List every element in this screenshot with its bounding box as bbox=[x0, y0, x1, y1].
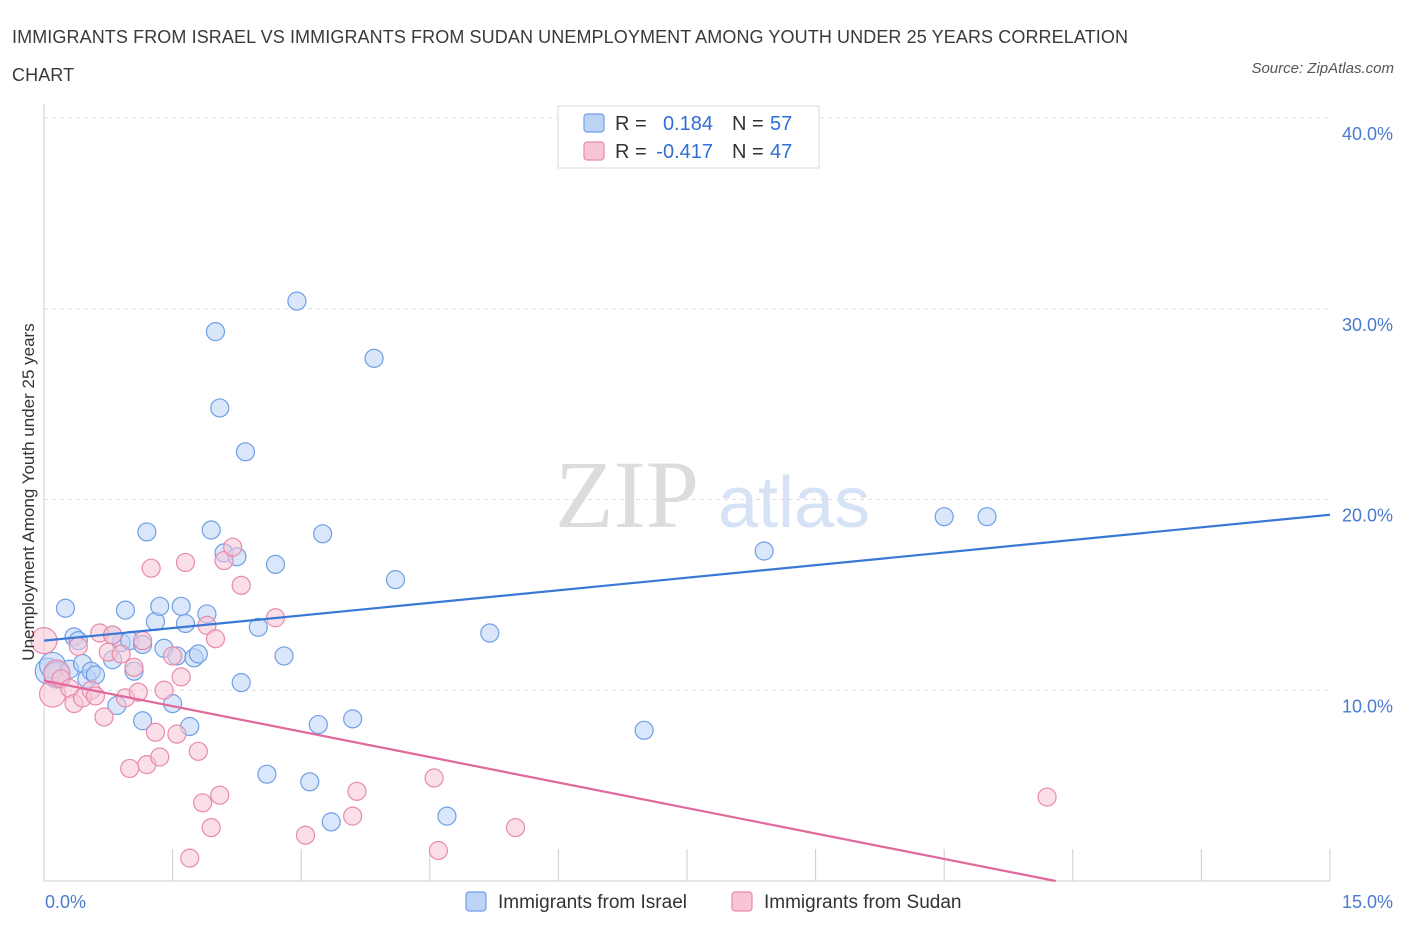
y-axis-label: Unemployment Among Youth under 25 years bbox=[19, 323, 38, 660]
point-sudan-36 bbox=[223, 537, 243, 557]
watermark-atlas: atlas bbox=[718, 463, 870, 543]
bottom-legend-swatch-israel bbox=[465, 891, 487, 912]
legend-n-label-sudan: N = bbox=[732, 141, 764, 163]
legend-swatch-sudan bbox=[583, 141, 605, 161]
point-israel-32 bbox=[201, 520, 221, 540]
point-israel-47 bbox=[321, 812, 341, 832]
point-israel-37 bbox=[231, 673, 251, 693]
point-israel-48 bbox=[343, 709, 363, 729]
point-sudan-11 bbox=[94, 707, 114, 727]
watermark-zip: ZIP bbox=[555, 441, 699, 548]
point-sudan-22 bbox=[150, 747, 170, 767]
point-israel-54 bbox=[754, 541, 774, 561]
point-israel-34 bbox=[210, 398, 230, 418]
bottom-legend: Immigrants from Israel Immigrants from S… bbox=[465, 891, 961, 913]
point-israel-50 bbox=[385, 570, 406, 590]
point-sudan-41 bbox=[347, 781, 367, 801]
point-sudan-42 bbox=[424, 768, 444, 788]
point-israel-22 bbox=[150, 596, 170, 616]
point-sudan-44 bbox=[505, 817, 526, 838]
legend-r-value-israel: 0.184 bbox=[663, 113, 713, 135]
point-israel-45 bbox=[308, 714, 328, 735]
point-sudan-25 bbox=[167, 724, 187, 744]
point-israel-19 bbox=[132, 711, 153, 731]
point-israel-33 bbox=[205, 322, 226, 342]
point-israel-55 bbox=[934, 507, 954, 527]
point-israel-40 bbox=[257, 764, 277, 784]
point-israel-26 bbox=[171, 596, 191, 616]
point-sudan-35 bbox=[214, 550, 234, 571]
chart-source: Source: ZipAtlas.com bbox=[1251, 60, 1394, 77]
gridlines bbox=[44, 117, 1330, 691]
point-sudan-26 bbox=[171, 667, 191, 687]
point-sudan-23 bbox=[154, 680, 174, 700]
x-tick-label-1: 15.0% bbox=[1342, 892, 1393, 912]
axes bbox=[43, 104, 1331, 882]
point-israel-15 bbox=[115, 600, 136, 620]
y-tick-label-0: 10.0% bbox=[1342, 696, 1393, 716]
point-sudan-20 bbox=[141, 558, 161, 578]
point-sudan-24 bbox=[163, 646, 183, 666]
point-sudan-30 bbox=[193, 793, 213, 813]
legend-swatch-israel bbox=[583, 113, 605, 133]
point-sudan-39 bbox=[295, 825, 316, 845]
point-sudan-34 bbox=[210, 785, 230, 805]
bottom-legend-label-sudan: Immigrants from Sudan bbox=[764, 892, 961, 913]
point-sudan-28 bbox=[180, 848, 200, 868]
point-sudan-46 bbox=[132, 631, 153, 651]
tick-labels: 10.0% 20.0% 30.0% 40.0% 0.0% 15.0% bbox=[45, 124, 1393, 912]
point-sudan-43 bbox=[428, 840, 448, 861]
point-israel-51 bbox=[437, 806, 457, 826]
point-sudan-40 bbox=[343, 806, 363, 826]
point-israel-56 bbox=[977, 507, 997, 527]
bottom-legend-swatch-sudan bbox=[731, 891, 753, 912]
point-israel-44 bbox=[300, 772, 320, 792]
point-sudan-32 bbox=[201, 817, 221, 838]
point-sudan-16 bbox=[120, 758, 140, 779]
point-israel-41 bbox=[265, 554, 286, 574]
legend-n-value-israel: 57 bbox=[770, 113, 792, 135]
data-points bbox=[30, 291, 1057, 868]
chart-title: IMMIGRANTS FROM ISRAEL VS IMMIGRANTS FRO… bbox=[12, 27, 1129, 85]
point-sudan-37 bbox=[231, 575, 251, 595]
legend-r-value-sudan: -0.417 bbox=[656, 141, 713, 163]
point-israel-3 bbox=[55, 598, 76, 618]
trend-lines bbox=[43, 513, 1331, 883]
point-sudan-18 bbox=[128, 682, 148, 702]
trend-line-israel bbox=[43, 513, 1331, 642]
x-tick-label-0: 0.0% bbox=[45, 892, 86, 912]
point-israel-53 bbox=[634, 720, 654, 740]
point-israel-30 bbox=[188, 644, 208, 664]
point-israel-27 bbox=[175, 613, 196, 634]
point-israel-38 bbox=[235, 442, 256, 462]
point-sudan-27 bbox=[175, 552, 196, 573]
point-sudan-33 bbox=[205, 629, 226, 649]
bottom-legend-label-israel: Immigrants from Israel bbox=[498, 892, 687, 913]
point-israel-20 bbox=[137, 522, 157, 542]
point-israel-49 bbox=[364, 348, 384, 368]
point-israel-39 bbox=[248, 617, 268, 637]
point-israel-46 bbox=[313, 524, 333, 544]
legend-r-label-israel: R = bbox=[615, 113, 647, 135]
point-israel-42 bbox=[274, 646, 294, 666]
point-sudan-6 bbox=[68, 636, 88, 656]
point-sudan-29 bbox=[188, 741, 208, 761]
point-sudan-14 bbox=[111, 644, 131, 664]
legend-r-label-sudan: R = bbox=[615, 141, 647, 163]
point-israel-43 bbox=[287, 291, 307, 311]
point-israel-52 bbox=[480, 623, 500, 643]
point-sudan-17 bbox=[124, 657, 144, 677]
legend-n-value-sudan: 47 bbox=[770, 141, 792, 163]
trend-line-sudan bbox=[43, 679, 1056, 883]
point-sudan-21 bbox=[145, 722, 166, 742]
y-tick-label-2: 30.0% bbox=[1342, 315, 1393, 335]
legend-n-label-israel: N = bbox=[732, 113, 764, 135]
y-tick-label-3: 40.0% bbox=[1342, 124, 1393, 144]
point-sudan-45 bbox=[1037, 787, 1057, 807]
y-tick-label-1: 20.0% bbox=[1342, 506, 1393, 526]
top-legend: R = 0.184 N = 57 R = -0.417 N = 47 bbox=[557, 105, 820, 169]
